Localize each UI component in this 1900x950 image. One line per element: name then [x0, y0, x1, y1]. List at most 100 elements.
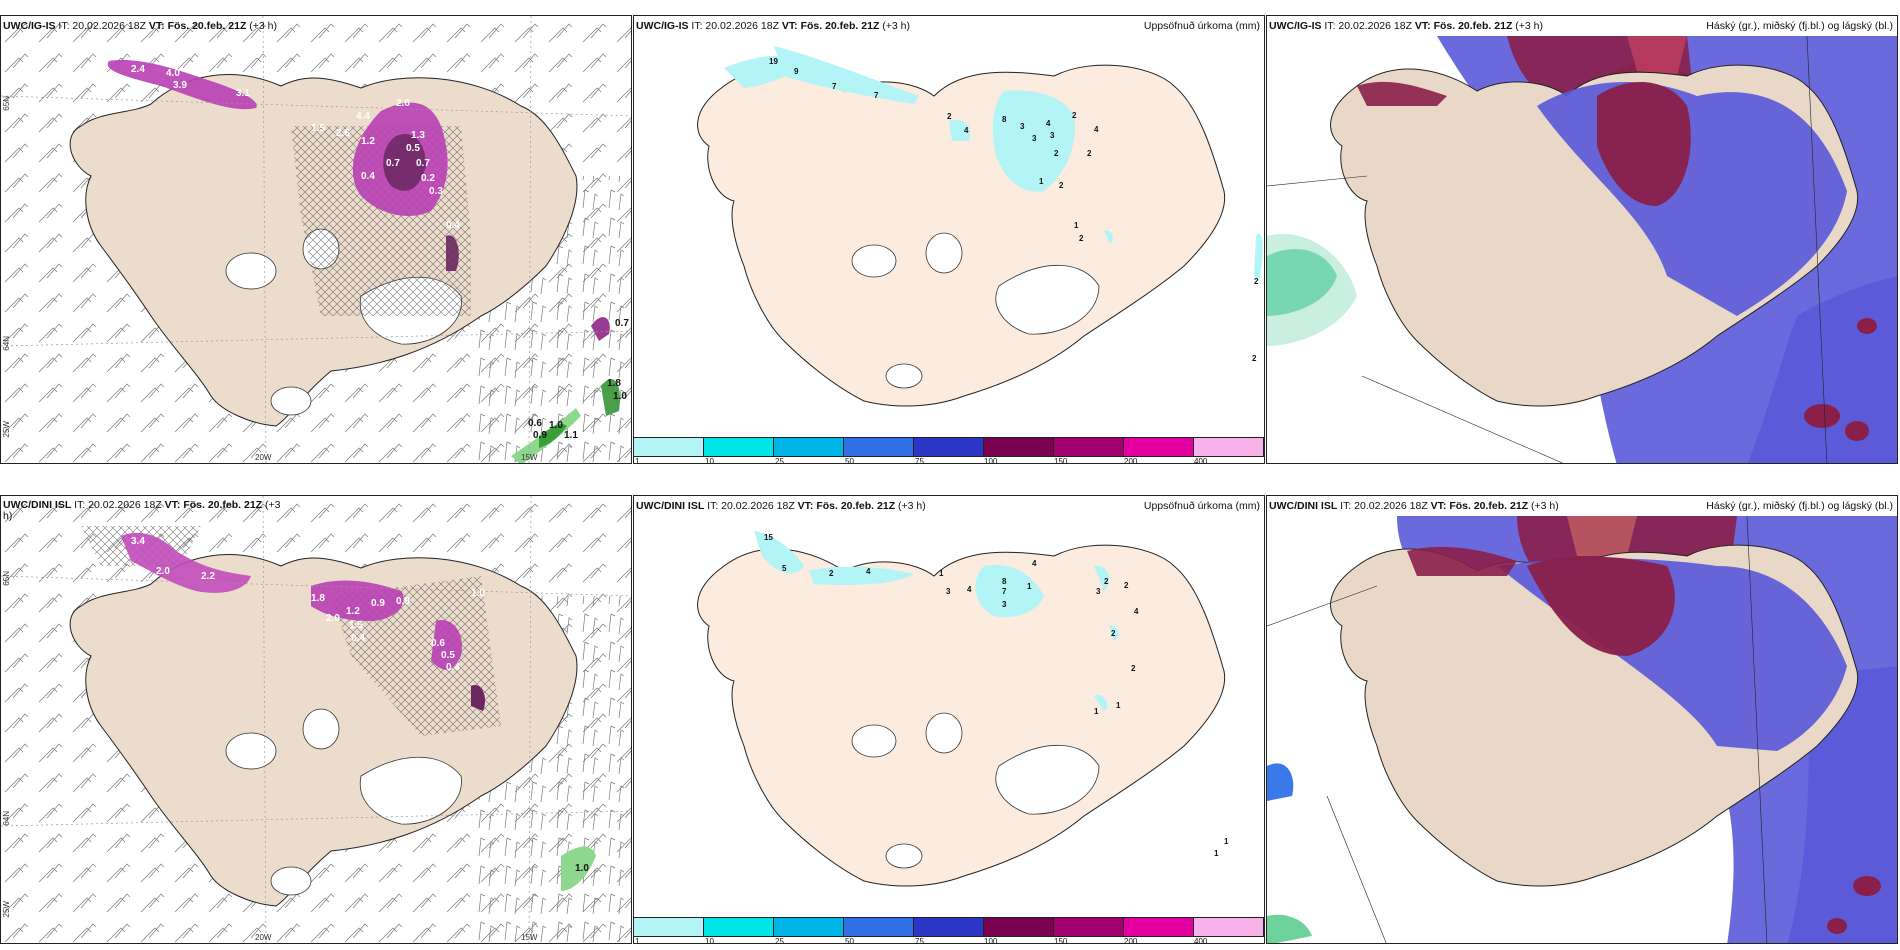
precip-value: 2: [1104, 577, 1109, 586]
panel-variable: Uppsöfnuð úrkoma (mm): [1143, 500, 1260, 512]
precip-value: 3: [1020, 122, 1025, 131]
legend-tick: 400: [1194, 457, 1208, 464]
precip-label: 1.0: [549, 420, 563, 431]
map-accum-precip: 15 5 2 4 1 3 4 8 7 3 4 1 2 3 2 4 2 2 1 1…: [697, 531, 1229, 887]
precip-label: 0.5: [441, 650, 455, 661]
precip-label: 1.0: [613, 391, 627, 402]
precip-value: 1: [1074, 221, 1079, 230]
panel-wind-precip-dini: UWC/DINI ISL IT: 20.02.2026 18Z VT: Fös.…: [0, 495, 632, 944]
precip-value: 1: [1224, 837, 1229, 846]
legend-swatch: [774, 918, 844, 936]
precip-label: 1.5: [349, 620, 363, 631]
precip-label: 0.9: [371, 598, 385, 609]
legend-tick: 150: [1054, 457, 1068, 464]
precip-label: 1.0: [575, 863, 589, 874]
map-accum-precip: 19 9 7 7 2 4 8 3 3 4 3 2 2 4 2 1 2 1 2 2…: [697, 46, 1263, 407]
panel-variable: Háský (gr.), miðský (fj.bl.) og lágský (…: [1706, 500, 1893, 512]
precip-label: 2.2: [201, 571, 215, 582]
precip-label: 1.5: [311, 123, 325, 134]
precip-legend: 1 10 25 50 75 100 150 200 400: [634, 437, 1264, 463]
precip-label: 1.8: [607, 378, 621, 389]
legend-swatch: [1054, 918, 1124, 936]
precip-value: 2: [1111, 629, 1116, 638]
precip-label: 1.3: [411, 130, 425, 141]
lat-label: 64N: [2, 811, 11, 826]
legend-tick: 400: [1194, 937, 1208, 944]
precip-label: 0.9: [533, 430, 547, 441]
precip-value: 4: [1032, 559, 1037, 568]
panel-accum-precip-dini: UWC/DINI ISL IT: 20.02.2026 18Z VT: Fös.…: [633, 495, 1265, 944]
precip-label: 0.7: [416, 158, 430, 169]
precip-label: 3.1: [236, 88, 250, 99]
legend-swatch: [1124, 438, 1194, 456]
panel-accum-precip-igis: UWC/IG-IS IT: 20.02.2026 18Z VT: Fös. 20…: [633, 15, 1265, 464]
precip-label: 0.3: [429, 186, 443, 197]
precip-value: 1: [1094, 707, 1099, 716]
legend-tick: 100: [984, 457, 998, 464]
precip-label: 0.5: [406, 143, 420, 154]
precip-label: 1.2: [361, 136, 375, 147]
legend-swatch: [1124, 918, 1194, 936]
precip-value: 5: [782, 564, 787, 573]
precip-label: 1.0: [471, 588, 485, 599]
precip-value: 4: [964, 126, 969, 135]
precip-label: 1.1: [564, 430, 578, 441]
panel-title: UWC/IG-IS IT: 20.02.2026 18Z VT: Fös. 20…: [3, 20, 278, 32]
precip-label: 3.9: [173, 80, 187, 91]
precip-label: 3.4: [131, 536, 145, 547]
precip-label: 1.2: [346, 606, 360, 617]
panel-title: UWC/IG-IS IT: 20.02.2026 18Z VT: Fös. 20…: [636, 20, 911, 32]
legend-swatch: [984, 438, 1054, 456]
precip-legend: 1 10 25 50 75 100 150 200 400: [634, 917, 1264, 943]
precip-value: 4: [967, 585, 972, 594]
precip-label: 2.4: [131, 64, 145, 75]
precip-value: 2: [1254, 277, 1259, 286]
precip-value: 8: [1002, 577, 1007, 586]
precip-label: 0.7: [386, 158, 400, 169]
legend-swatch: [634, 438, 704, 456]
panel-title: UWC/DINI ISL IT: 20.02.2026 18Z VT: Fös.…: [1269, 500, 1559, 512]
precip-value: 1: [939, 569, 944, 578]
panel-title: UWC/DINI ISL IT: 20.02.2026 18Z VT: Fös.…: [636, 500, 926, 512]
precip-value: 4: [866, 567, 871, 576]
precip-label: 2.0: [326, 613, 340, 624]
precip-label: 4.0: [166, 68, 180, 79]
precip-value: 7: [1002, 587, 1007, 596]
legend-swatch: [914, 438, 984, 456]
precip-value: 2: [1054, 149, 1059, 158]
legend-tick: 1: [635, 457, 640, 464]
panel-variable: Uppsöfnuð úrkoma (mm): [1143, 20, 1260, 32]
precip-label: 2.6: [396, 98, 410, 109]
precip-value: 2: [947, 112, 952, 121]
legend-swatch: [704, 918, 774, 936]
legend-tick: 100: [984, 937, 998, 944]
legend-swatch: [774, 438, 844, 456]
legend-tick: 200: [1124, 457, 1138, 464]
lon-label: 20W: [255, 453, 272, 462]
lat-label: 65N: [2, 571, 11, 586]
lon-label: 25W: [2, 901, 11, 918]
panel-clouds-dini: UWC/DINI ISL IT: 20.02.2026 18Z VT: Fös.…: [1266, 495, 1898, 944]
precip-value: 8: [1002, 115, 1007, 124]
precip-value: 1: [1027, 582, 1032, 591]
precip-value: 1: [1039, 177, 1044, 186]
panel-wind-precip-igis: UWC/IG-IS IT: 20.02.2026 18Z VT: Fös. 20…: [0, 15, 632, 464]
precip-value: 3: [1002, 600, 1007, 609]
precip-label: 0.4: [446, 662, 460, 673]
precip-label: 2.6: [336, 128, 350, 139]
legend-tick: 10: [705, 937, 714, 944]
map-clouds: [1267, 35, 1897, 463]
precip-label: 0.6: [528, 418, 542, 429]
iceland-landmass: [697, 64, 1226, 407]
precip-value: 2: [1059, 181, 1064, 190]
precip-label: 0.4: [351, 633, 365, 644]
legend-swatch: [634, 918, 704, 936]
legend-swatch: [914, 918, 984, 936]
precip-label: 0.4: [361, 171, 375, 182]
map-wind-precip: 2.4 4.0 3.9 3.1 4.4 2.6 1.5 2.6 1.2 1.3 …: [1, 16, 631, 463]
legend-tick: 150: [1054, 937, 1068, 944]
precip-value: 9: [794, 67, 799, 76]
precip-label: 1.8: [311, 593, 325, 604]
precip-label: 0.9: [396, 596, 410, 607]
lat-label: 64N: [2, 336, 11, 351]
